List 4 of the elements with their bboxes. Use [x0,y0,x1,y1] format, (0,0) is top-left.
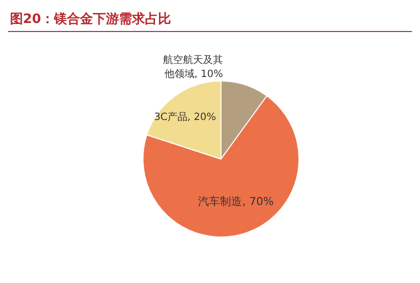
slice-label: 航空航天及其他领域, 10% [163,54,223,80]
chart-title: 图20：镁合金下游需求占比 [8,8,412,32]
slice-label: 汽车制造, 70% [198,194,274,208]
slice-label: 3C产品, 20% [154,110,216,123]
